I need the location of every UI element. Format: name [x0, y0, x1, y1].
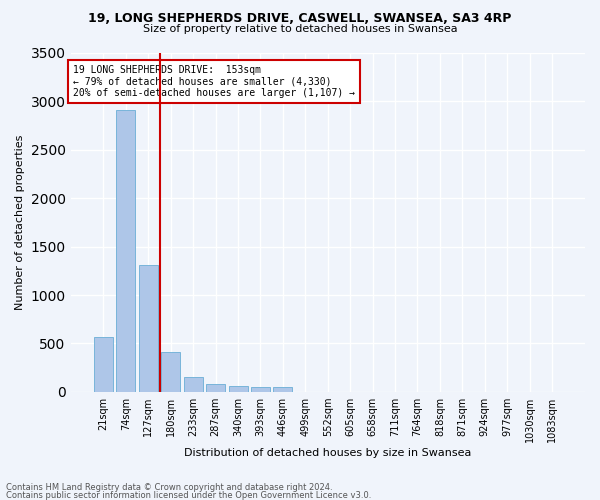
X-axis label: Distribution of detached houses by size in Swansea: Distribution of detached houses by size …	[184, 448, 472, 458]
Bar	[251, 386, 270, 392]
Y-axis label: Number of detached properties: Number of detached properties	[15, 134, 25, 310]
Text: 19, LONG SHEPHERDS DRIVE, CASWELL, SWANSEA, SA3 4RP: 19, LONG SHEPHERDS DRIVE, CASWELL, SWANS…	[88, 12, 512, 26]
Bar	[229, 386, 248, 392]
Bar	[139, 265, 158, 392]
Bar	[206, 384, 225, 392]
Bar	[274, 388, 292, 392]
Text: Contains public sector information licensed under the Open Government Licence v3: Contains public sector information licen…	[6, 490, 371, 500]
Bar	[116, 110, 136, 392]
Bar	[94, 336, 113, 392]
Text: 19 LONG SHEPHERDS DRIVE:  153sqm
← 79% of detached houses are smaller (4,330)
20: 19 LONG SHEPHERDS DRIVE: 153sqm ← 79% of…	[73, 65, 355, 98]
Bar	[184, 377, 203, 392]
Text: Size of property relative to detached houses in Swansea: Size of property relative to detached ho…	[143, 24, 457, 34]
Bar	[161, 352, 180, 392]
Text: Contains HM Land Registry data © Crown copyright and database right 2024.: Contains HM Land Registry data © Crown c…	[6, 484, 332, 492]
